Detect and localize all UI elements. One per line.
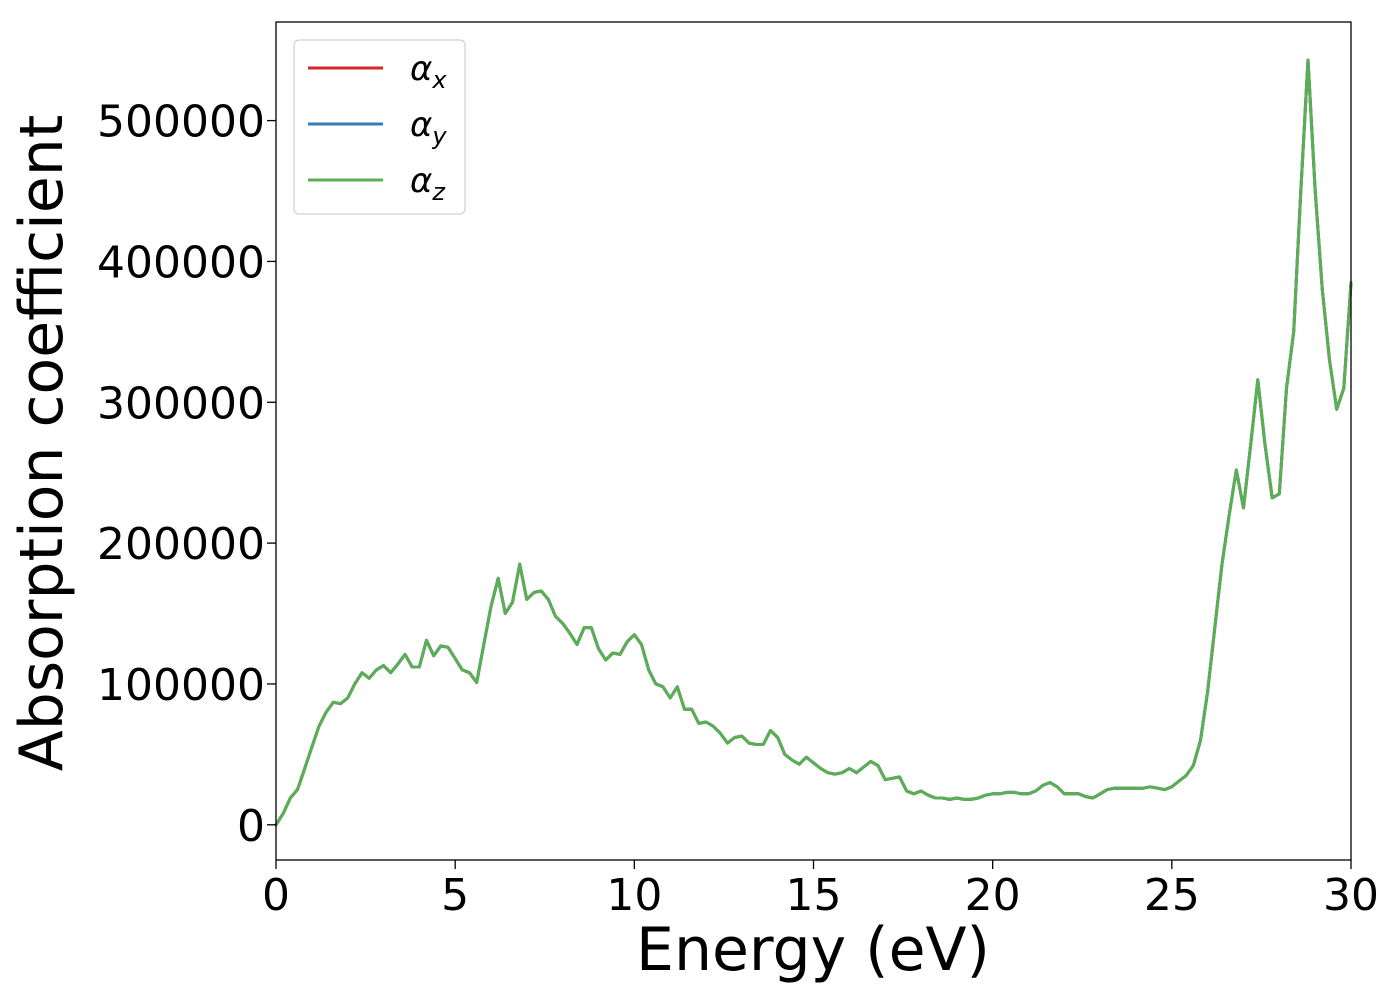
- legend-box: [293, 39, 466, 215]
- legend-subscript: z: [431, 178, 446, 206]
- x-tick-label: 25: [1144, 870, 1200, 921]
- plot-lines: [274, 58, 1353, 827]
- legend-label-z: αz: [410, 161, 446, 206]
- x-axis-title: Energy (eV): [636, 915, 990, 985]
- x-tick-label: 30: [1323, 870, 1379, 921]
- y-tick-label: 300000: [97, 378, 265, 429]
- legend-symbol: α: [410, 49, 432, 89]
- legend-subscript: y: [431, 122, 447, 150]
- x-tick-label: 5: [441, 870, 469, 921]
- x-tick-label: 20: [965, 870, 1021, 921]
- y-tick-label: 100000: [97, 660, 265, 711]
- x-ticks: 0 5 10 15 20 25 30: [262, 860, 1379, 921]
- legend-symbol: α: [410, 105, 432, 145]
- y-tick-label: 0: [237, 801, 265, 852]
- plot-frame: [275, 21, 1352, 861]
- y-axis-title: Absorption coefficient: [7, 115, 77, 772]
- x-tick-label: 0: [262, 870, 290, 921]
- legend-symbol: α: [410, 161, 432, 201]
- legend-subscript: x: [431, 66, 447, 94]
- y-tick-label: 400000: [97, 237, 265, 288]
- x-tick-label: 10: [606, 870, 662, 921]
- series-line-z: [274, 58, 1353, 827]
- y-tick-label: 200000: [97, 519, 265, 570]
- y-ticks: 0 100000 200000 300000 400000 500000: [97, 97, 276, 852]
- legend-label-y: αy: [410, 105, 447, 150]
- y-tick-label: 500000: [97, 97, 265, 148]
- x-tick-label: 15: [786, 870, 842, 921]
- legend-label-x: αx: [410, 49, 447, 94]
